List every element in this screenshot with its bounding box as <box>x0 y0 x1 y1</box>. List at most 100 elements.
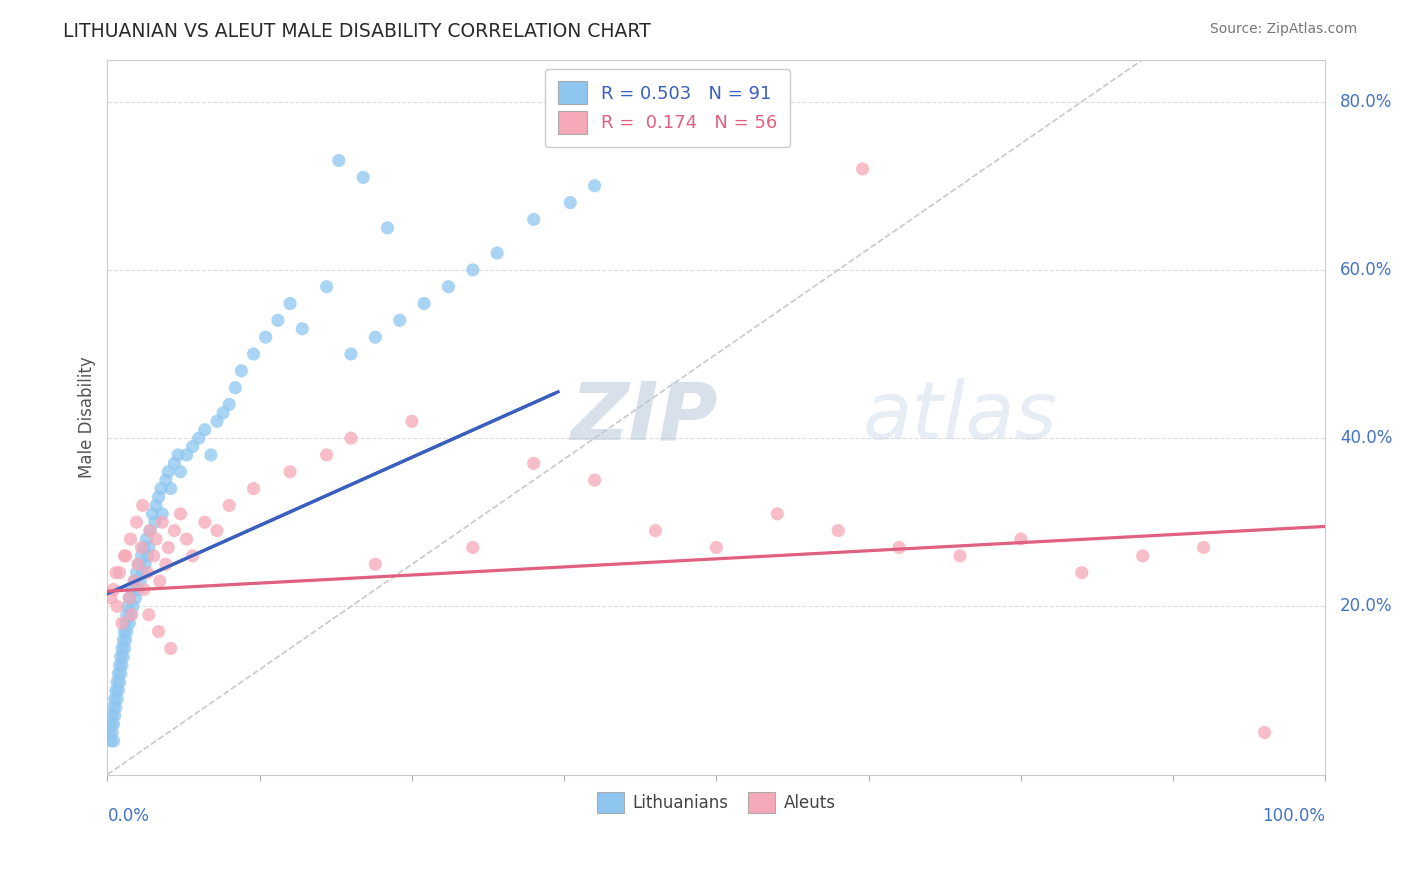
Point <box>766 507 789 521</box>
Point <box>142 549 165 563</box>
Point <box>352 170 374 185</box>
Point <box>125 515 148 529</box>
Point <box>110 649 132 664</box>
Point <box>111 658 134 673</box>
Point <box>388 313 411 327</box>
Point <box>148 624 170 639</box>
Point <box>291 322 314 336</box>
Point <box>145 499 167 513</box>
Point <box>851 161 873 176</box>
Point <box>644 524 666 538</box>
Point <box>150 507 173 521</box>
Point <box>176 448 198 462</box>
Point <box>138 607 160 622</box>
Point <box>167 448 190 462</box>
Point <box>131 566 153 580</box>
Point <box>218 397 240 411</box>
Point <box>254 330 277 344</box>
Point <box>117 599 139 614</box>
Point <box>187 431 209 445</box>
Point <box>107 683 129 698</box>
Point <box>127 558 149 572</box>
Point <box>114 549 136 563</box>
Point <box>1192 541 1215 555</box>
Point <box>194 423 217 437</box>
Point <box>176 532 198 546</box>
Point <box>364 558 387 572</box>
Point <box>138 541 160 555</box>
Text: atlas: atlas <box>862 378 1057 456</box>
Point <box>111 641 134 656</box>
Point <box>143 515 166 529</box>
Point <box>101 725 124 739</box>
Point <box>437 279 460 293</box>
Text: 20.0%: 20.0% <box>1340 598 1392 615</box>
Text: 100.0%: 100.0% <box>1263 806 1326 825</box>
Point <box>124 591 146 605</box>
Point <box>218 499 240 513</box>
Point <box>145 532 167 546</box>
Point <box>200 448 222 462</box>
Point <box>118 591 141 605</box>
Point <box>461 541 484 555</box>
Point <box>231 364 253 378</box>
Point <box>242 482 264 496</box>
Point <box>141 507 163 521</box>
Point <box>169 465 191 479</box>
Point <box>136 566 159 580</box>
Point <box>583 178 606 193</box>
Text: 60.0%: 60.0% <box>1340 260 1392 279</box>
Point <box>108 566 131 580</box>
Point <box>461 263 484 277</box>
Text: 40.0%: 40.0% <box>1340 429 1392 447</box>
Point <box>115 607 138 622</box>
Point <box>108 658 131 673</box>
Point <box>278 465 301 479</box>
Point <box>122 599 145 614</box>
Point <box>169 507 191 521</box>
Point <box>118 616 141 631</box>
Point <box>101 708 124 723</box>
Point <box>401 414 423 428</box>
Point <box>1132 549 1154 563</box>
Text: 0.0%: 0.0% <box>107 806 149 825</box>
Point <box>212 406 235 420</box>
Point <box>157 541 180 555</box>
Point <box>131 541 153 555</box>
Point <box>377 220 399 235</box>
Point <box>1070 566 1092 580</box>
Point <box>157 465 180 479</box>
Point <box>112 632 135 647</box>
Text: 80.0%: 80.0% <box>1340 93 1392 111</box>
Point <box>120 607 142 622</box>
Point <box>134 558 156 572</box>
Point <box>1253 725 1275 739</box>
Point <box>181 549 204 563</box>
Point <box>108 675 131 690</box>
Point <box>103 717 125 731</box>
Point <box>486 246 509 260</box>
Point <box>181 440 204 454</box>
Point <box>149 482 172 496</box>
Point <box>135 532 157 546</box>
Point <box>100 734 122 748</box>
Point <box>114 616 136 631</box>
Point <box>205 524 228 538</box>
Point <box>150 515 173 529</box>
Point <box>523 212 546 227</box>
Y-axis label: Male Disability: Male Disability <box>79 356 96 478</box>
Text: ZIP: ZIP <box>571 378 717 456</box>
Point <box>107 666 129 681</box>
Point <box>583 473 606 487</box>
Point <box>132 541 155 555</box>
Point <box>129 574 152 588</box>
Point <box>159 482 181 496</box>
Point <box>887 541 910 555</box>
Point <box>413 296 436 310</box>
Point <box>118 591 141 605</box>
Point <box>340 431 363 445</box>
Point <box>103 700 125 714</box>
Point <box>127 582 149 597</box>
Point <box>949 549 972 563</box>
Point <box>267 313 290 327</box>
